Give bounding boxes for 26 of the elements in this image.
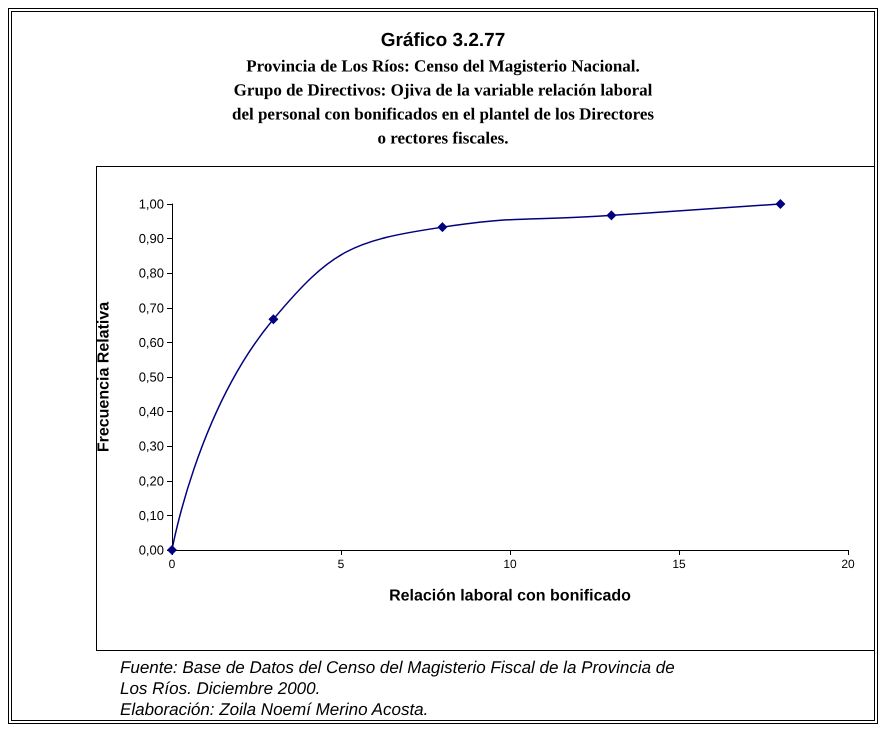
y-tick-label: 0,50 (138, 370, 164, 384)
text: Elaboración: Zoila Noemí Merino Acosta. (120, 700, 428, 719)
source-note: Fuente: Base de Datos del Censo del Magisterio Fiscal de la Provincia de Los Ríos. Diciembre 2000. (120, 658, 680, 698)
x-tick-label: 5 (338, 557, 345, 571)
x-tick-label: 10 (503, 557, 517, 571)
y-tick-label: 0,10 (138, 508, 164, 523)
chart-title: Gráfico 3.2.77 (380, 30, 506, 51)
y-tick-label: 0,70 (138, 300, 164, 316)
y-tick-label: 1,00 (138, 196, 164, 212)
y-axis-title: Frecuencia Relativa (96, 302, 112, 452)
y-tick-label: 0,90 (138, 231, 164, 246)
point (606, 210, 616, 220)
x-tick-label: 20 (841, 557, 855, 571)
chart-subtitle: Provincia de Los Ríos: Censo del Magisterio Nacional. Grupo de Directivos: Ojiva de la variable relación laboral del personal con bonificados en el plantel de los Directores o rectores fiscales. (232, 56, 654, 148)
point (775, 199, 786, 209)
y-tick-label: 0,80 (138, 266, 164, 281)
y-tick-label: 0,20 (138, 473, 164, 488)
y-tick-label: 0,40 (138, 404, 164, 420)
x-axis-title: Relación laboral con bonificado (389, 588, 632, 604)
x-tick-label: 0 (168, 557, 176, 571)
point (268, 314, 278, 324)
point (437, 222, 448, 232)
y-tick-label: 0,00 (138, 542, 164, 558)
y-tick-label: 0,60 (138, 334, 164, 350)
x-tick-label: 15 (672, 557, 686, 571)
y-tick-label: 0,30 (138, 438, 164, 454)
